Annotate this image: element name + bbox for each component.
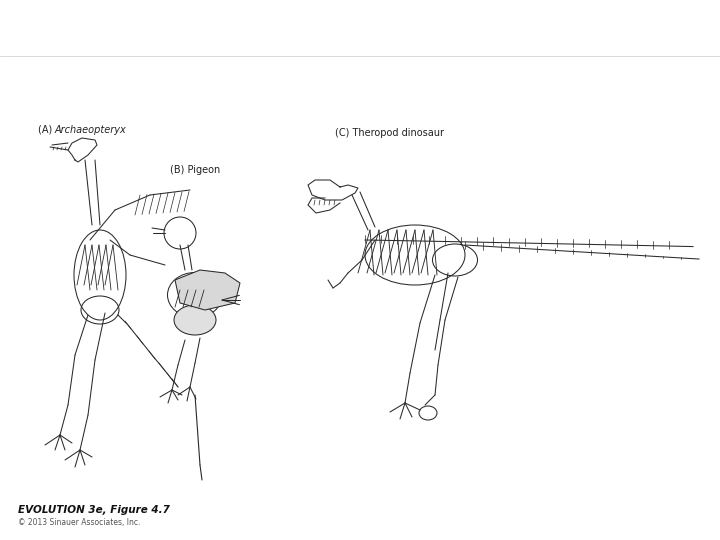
Text: , (B) a modern bird, and (C) a dromaeosaurid: , (B) a modern bird, and (C) a dromaeosa… <box>318 9 601 22</box>
Polygon shape <box>175 270 240 310</box>
Text: theropod dinosaur: theropod dinosaur <box>8 36 122 49</box>
Text: Archaeopteryx: Archaeopteryx <box>55 125 127 135</box>
Ellipse shape <box>174 305 216 335</box>
Text: © 2013 Sinauer Associates, Inc.: © 2013 Sinauer Associates, Inc. <box>18 517 140 526</box>
Text: Figure 4.7  Skeletal features of (A): Figure 4.7 Skeletal features of (A) <box>8 9 226 22</box>
Text: (B) Pigeon: (B) Pigeon <box>170 165 220 175</box>
Text: Archaeopteryx: Archaeopteryx <box>226 9 318 22</box>
Text: EVOLUTION 3e, Figure 4.7: EVOLUTION 3e, Figure 4.7 <box>18 505 170 515</box>
Text: (A): (A) <box>38 125 55 135</box>
Text: (C) Theropod dinosaur: (C) Theropod dinosaur <box>335 128 444 138</box>
